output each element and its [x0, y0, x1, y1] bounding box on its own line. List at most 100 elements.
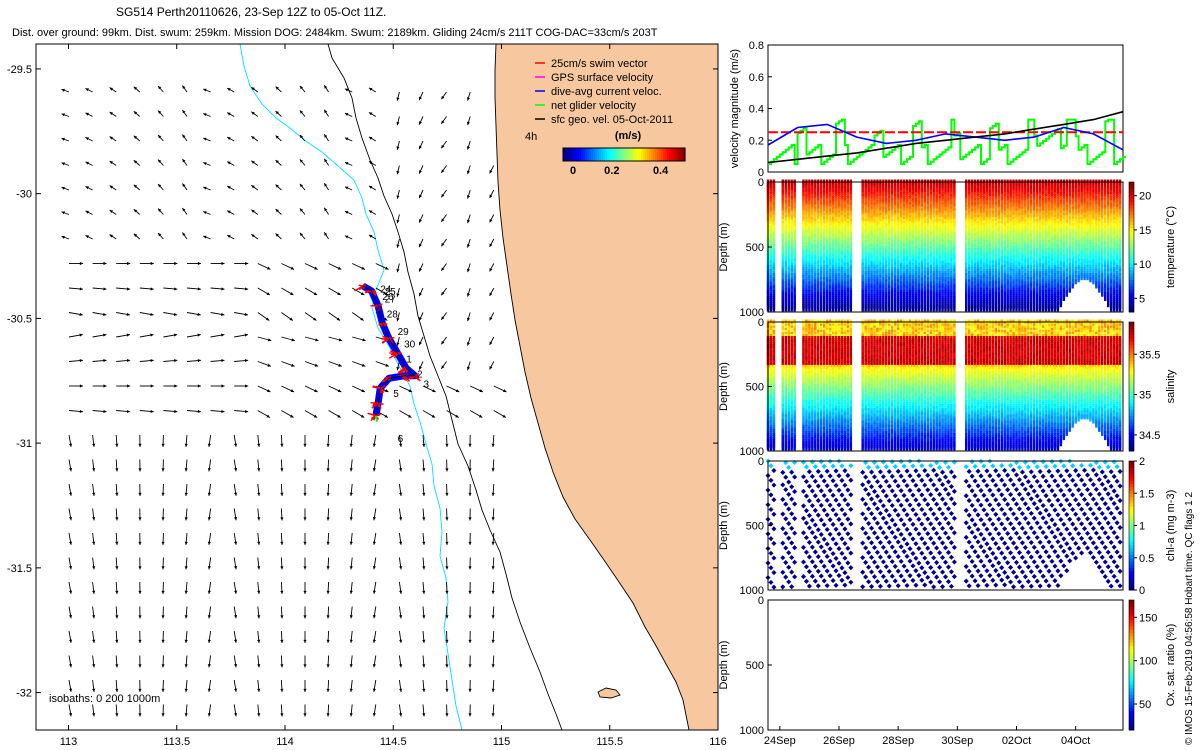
current-arrowhead: [207, 566, 211, 570]
current-arrowhead: [161, 492, 165, 496]
current-arrowhead: [419, 219, 422, 223]
current-arrowhead: [466, 268, 470, 273]
current-arrowhead: [396, 97, 400, 101]
current-arrowhead: [234, 492, 238, 496]
current-arrowhead: [489, 267, 493, 272]
current-arrowhead: [468, 443, 472, 447]
current-arrowhead: [368, 210, 373, 214]
current-arrowhead: [257, 688, 261, 692]
current-arrowhead: [61, 162, 65, 166]
current-arrowhead: [184, 713, 188, 717]
temperature-point: [825, 306, 829, 312]
current-arrowhead: [234, 517, 238, 521]
temperature-point: [814, 306, 817, 312]
current-arrowhead: [133, 86, 138, 90]
current-arrowhead: [138, 468, 142, 472]
current-arrowhead: [441, 242, 445, 247]
current-arrowhead: [337, 292, 341, 295]
current-arrowhead: [68, 639, 73, 643]
current-arrowhead: [441, 267, 445, 271]
swim-vector: [398, 367, 407, 374]
temperature-point: [840, 306, 844, 312]
colorbar-cell: [581, 148, 584, 161]
speed-colorbar: (m/s)0 0.2 0.4: [562, 130, 686, 177]
colorbar-cell: [599, 148, 602, 161]
current-arrowhead: [478, 414, 483, 418]
figure-title: SG514 Perth20110626, 23-Sep 12Z to 05-Oc…: [116, 5, 386, 19]
current-arrowhead: [150, 287, 154, 291]
current-arrowhead: [158, 184, 162, 188]
temperature-point: [802, 306, 805, 312]
current-arrowhead: [303, 639, 307, 643]
colorbar-cell: [623, 148, 626, 161]
current-arrowhead: [431, 414, 436, 418]
current-arrowhead: [92, 664, 96, 668]
current-arrowhead: [384, 414, 388, 418]
current-arrowhead: [103, 358, 107, 363]
current-arrowhead: [441, 144, 445, 149]
current-arrowhead: [466, 317, 470, 322]
current-arrowhead: [275, 111, 279, 115]
current-arrowhead: [338, 363, 342, 367]
current-arrowhead: [280, 517, 284, 521]
temperature-point: [920, 306, 924, 312]
current-arrowhead: [126, 358, 131, 363]
current-arrowhead: [92, 443, 96, 447]
current-arrowhead: [396, 146, 400, 150]
velocity-ylabel: velocity magnitude (m/s): [729, 49, 741, 168]
current-arrowhead: [184, 492, 188, 496]
temperature-point: [917, 306, 921, 312]
current-arrowhead: [150, 261, 154, 266]
current-arrowhead: [280, 443, 284, 447]
current-arrowhead: [280, 615, 284, 619]
current-arrowhead: [280, 713, 284, 717]
current-arrowhead: [419, 366, 422, 370]
current-arrowhead: [491, 615, 495, 619]
current-arrowhead: [257, 590, 261, 594]
current-arrowhead: [361, 389, 365, 393]
colorbar-cell: [663, 148, 666, 161]
current-arrowhead: [326, 443, 330, 447]
map-x-tick-label: 116: [709, 736, 727, 748]
current-arrowhead: [422, 443, 426, 447]
current-arrowhead: [344, 113, 349, 116]
current-arrowhead: [158, 208, 162, 212]
current-arrowhead: [280, 664, 284, 668]
current-arrowhead: [207, 615, 211, 619]
colorbar-cell: [607, 148, 610, 161]
map-x-tick-label: 113.5: [163, 736, 190, 748]
swim-vector: [388, 337, 395, 340]
current-arrowhead: [303, 590, 307, 594]
current-arrowhead: [349, 688, 353, 692]
temperature-point: [941, 306, 944, 312]
current-arrowhead: [161, 639, 165, 643]
temperature-point: [894, 306, 897, 312]
temperature-point: [899, 306, 903, 312]
colorbar-cell: [609, 148, 612, 161]
current-arrowhead: [441, 95, 445, 100]
legend-label: GPS surface velocity: [551, 72, 654, 84]
temperature-point: [837, 306, 841, 312]
current-arrowhead: [61, 113, 65, 117]
current-arrowhead: [138, 688, 142, 692]
current-arrowhead: [299, 159, 304, 163]
temperature-point: [888, 306, 891, 312]
current-arrowhead: [491, 492, 495, 496]
current-arrowhead: [126, 312, 130, 316]
colorbar-cell: [577, 148, 580, 161]
current-arrowhead: [68, 467, 73, 472]
map-x-tick-label: 115: [493, 736, 511, 748]
map-x-tick-label: 113: [60, 736, 78, 748]
current-arrowhead: [290, 266, 295, 270]
current-arrowhead: [138, 713, 142, 717]
current-arrowhead: [227, 88, 231, 92]
current-arrowhead: [79, 261, 83, 266]
current-arrowhead: [197, 358, 201, 363]
current-arrowhead: [244, 312, 248, 316]
current-arrowhead: [326, 517, 330, 521]
current-arrowhead: [133, 135, 138, 139]
current-arrowhead: [133, 111, 138, 115]
current-arrowhead: [227, 235, 231, 239]
temperature-point: [879, 306, 882, 312]
current-arrowhead: [92, 713, 96, 717]
